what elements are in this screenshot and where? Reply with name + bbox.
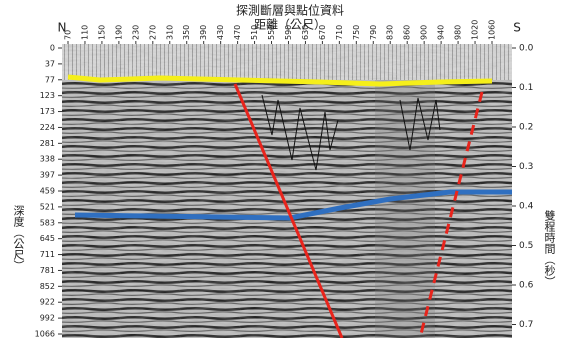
y-tick-label: 583 <box>40 218 55 227</box>
y-tick-label: 397 <box>40 171 55 180</box>
x-tick-label: 550 <box>267 25 276 40</box>
y-tick-label: 123 <box>40 91 55 100</box>
right-axis-label: 雙程時間（秒） <box>543 210 556 287</box>
x-tick-label: 310 <box>165 25 174 40</box>
y-tick-label: 521 <box>40 202 55 211</box>
x-tick-label: 900 <box>420 25 429 40</box>
disturbed-zone <box>375 80 435 338</box>
x-tick-label: 940 <box>437 25 446 40</box>
x-tick-label: 150 <box>97 25 106 40</box>
x-tick-label: 350 <box>182 25 191 40</box>
y2-tick-label: 0.0 <box>519 44 534 54</box>
y-tick-label: 77 <box>45 75 55 84</box>
y-tick-label: 852 <box>40 282 55 291</box>
y-tick-label: 1066 <box>35 330 55 338</box>
y-tick-label: 645 <box>40 234 55 243</box>
y-tick-label: 0 <box>50 44 55 53</box>
x-tick-label: 390 <box>199 25 208 40</box>
x-tick-label: 860 <box>403 25 412 40</box>
x-tick-label: 710 <box>335 25 344 40</box>
seismic-figure: 探測斷層與點位資料 距離（公尺） N S 深度（公尺） 雙程時間（秒） 7011… <box>0 0 570 338</box>
y2-tick-label: 0.2 <box>519 123 533 133</box>
x-tick-label: 830 <box>386 25 395 40</box>
y2-tick-label: 0.1 <box>519 83 533 93</box>
y-tick-label: 459 <box>40 187 55 196</box>
y2-tick-label: 0.6 <box>519 281 534 291</box>
x-tick-label: 590 <box>284 25 293 40</box>
x-tick-label: 510 <box>250 25 259 40</box>
y-tick-label: 338 <box>40 155 55 164</box>
y-tick-label: 992 <box>40 314 55 323</box>
y-tick-label: 37 <box>45 59 55 68</box>
y-tick-label: 711 <box>40 250 55 259</box>
x-tick-label: 750 <box>352 25 361 40</box>
x-tick-label: 1060 <box>488 20 497 40</box>
y2-tick-label: 0.7 <box>519 320 533 330</box>
x-tick-label: 110 <box>80 25 89 40</box>
x-tick-label: 230 <box>131 25 140 40</box>
y-tick-label: 224 <box>40 123 55 132</box>
y-tick-label: 173 <box>40 107 55 116</box>
y-tick-label: 922 <box>40 298 55 307</box>
x-tick-label: 270 <box>148 25 157 40</box>
south-label: S <box>513 21 521 35</box>
x-tick-label: 190 <box>114 25 123 40</box>
x-tick-label: 430 <box>216 25 225 40</box>
y-tick-label: 781 <box>40 266 55 275</box>
page: 探測斷層與點位資料 距離（公尺） N S 深度（公尺） 雙程時間（秒） 7011… <box>0 0 570 338</box>
title: 探測斷層與點位資料 <box>236 3 344 18</box>
y2-tick-label: 0.3 <box>519 162 533 172</box>
x-tick-label: 630 <box>301 25 310 40</box>
y-tick-label: 281 <box>40 139 55 148</box>
x-tick-label: 790 <box>369 25 378 40</box>
x-tick-label: 670 <box>318 25 327 40</box>
y2-tick-label: 0.5 <box>519 241 533 251</box>
x-tick-label: 1020 <box>471 20 480 40</box>
x-tick-label: 70 <box>64 30 73 40</box>
x-tick-label: 470 <box>233 25 242 40</box>
x-tick-label: 980 <box>454 25 463 40</box>
y2-tick-label: 0.4 <box>519 202 534 212</box>
left-axis-label: 深度（公尺） <box>12 205 25 271</box>
